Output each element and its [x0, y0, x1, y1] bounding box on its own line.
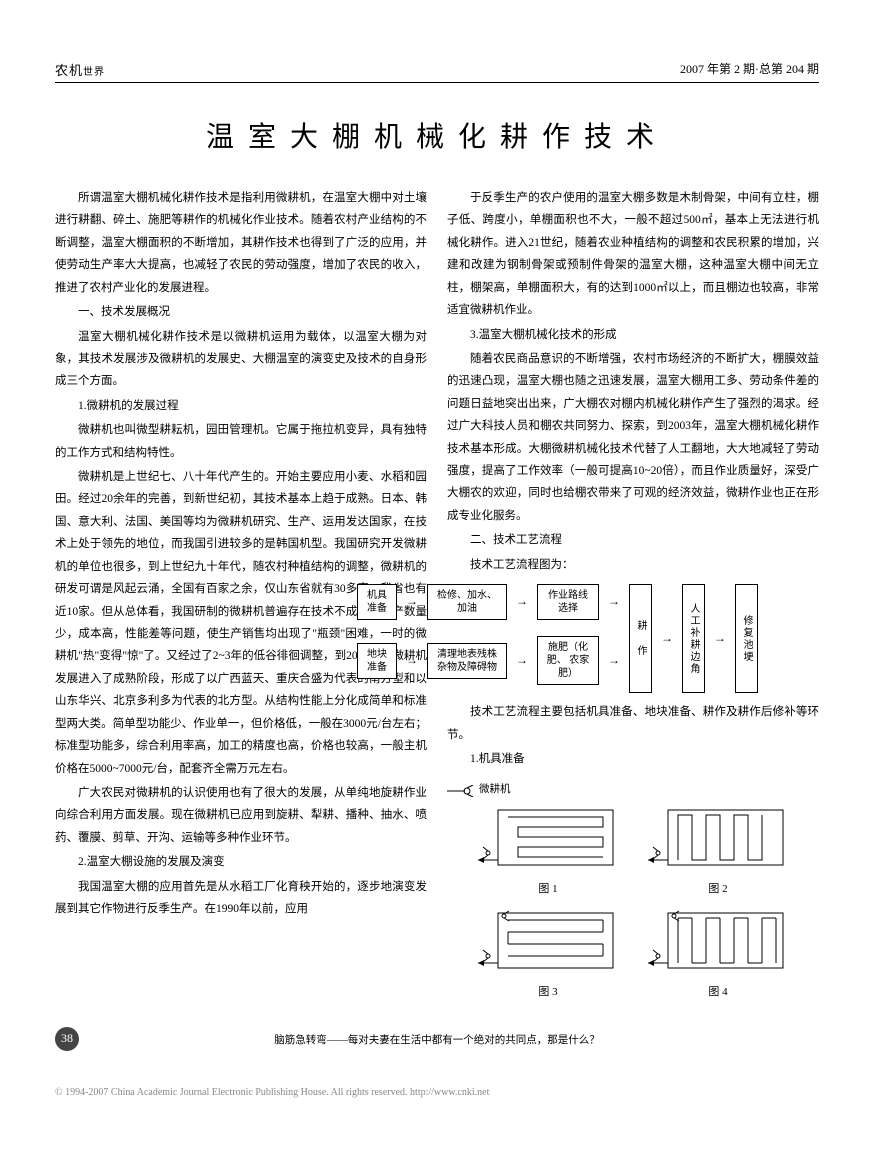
figure-4-caption: 图 4	[648, 982, 788, 1003]
para: 随着农民商品意识的不断增强，农村市场经济的不断扩大，棚膜效益的迅速凸现，温室大棚…	[447, 348, 819, 527]
figure-3: 图 3	[478, 908, 618, 1003]
tiller-label: 微耕机	[479, 780, 511, 800]
flow-box: 作业路线 选择	[537, 584, 599, 620]
right-column: 于反季生产的农户使用的温室大棚多数是木制骨架，中间有立柱，棚子低、跨度小，单棚面…	[447, 187, 819, 1012]
figure-3-caption: 图 3	[478, 982, 618, 1003]
arrow-icon: →	[603, 590, 625, 613]
figure-1-svg	[478, 805, 618, 875]
para: 技术工艺流程图为：	[447, 554, 819, 576]
heading: 3.温室大棚机械化技术的形成	[447, 324, 819, 346]
page: 农机世界 2007 年第 2 期·总第 204 期 温室大棚机械化耕作技术 所谓…	[0, 0, 874, 1077]
copyright-line: © 1994-2007 China Academic Journal Elect…	[0, 1077, 874, 1118]
flow-box: 机具 准备	[357, 584, 397, 620]
figure-1: 图 1	[478, 805, 618, 900]
flow-box: 修复池埂	[735, 584, 758, 693]
figure-2: 图 2	[648, 805, 788, 900]
arrow-icon: →	[603, 649, 625, 672]
para: 温室大棚机械化耕作技术是以微耕机运用为载体，以温室大棚为对象，其技术发展涉及微耕…	[55, 326, 427, 393]
header-right: 2007 年第 2 期·总第 204 期	[680, 60, 819, 79]
arrow-icon: →	[709, 627, 731, 650]
header-left: 农机世界	[55, 60, 105, 79]
para: 微耕机也叫微型耕耘机，园田管理机。它属于拖拉机变异，具有独特的工作方式和结构特性…	[55, 419, 427, 464]
heading: 二、技术工艺流程	[447, 529, 819, 551]
arrow-icon: →	[401, 590, 423, 613]
heading: 一、技术发展概况	[55, 301, 427, 323]
figure-4-svg	[648, 908, 788, 978]
para: 于反季生产的农户使用的温室大棚多数是木制骨架，中间有立柱，棚子低、跨度小，单棚面…	[447, 187, 819, 322]
heading: 1.微耕机的发展过程	[55, 395, 427, 417]
para: 技术工艺流程主要包括机具准备、地块准备、耕作及耕作后修补等环节。	[447, 701, 819, 746]
flow-box: 清理地表残株 杂物及障碍物	[427, 643, 507, 679]
para: 广大农民对微耕机的认识使用也有了很大的发展，从单纯地旋耕作业向综合利用方面发展。…	[55, 782, 427, 849]
arrow-icon: →	[401, 649, 423, 672]
flow-box: 耕 作	[629, 584, 652, 693]
article-title: 温室大棚机械化耕作技术	[55, 115, 819, 155]
header-left-sub: 世界	[83, 67, 105, 78]
figure-3-svg	[478, 908, 618, 978]
figure-2-svg	[648, 805, 788, 875]
header: 农机世界 2007 年第 2 期·总第 204 期	[55, 60, 819, 83]
flow-box: 地块 准备	[357, 643, 397, 679]
figure-4: 图 4	[648, 908, 788, 1003]
figure-2-caption: 图 2	[648, 879, 788, 900]
flow-box: 人工补耕边角	[682, 584, 705, 693]
arrow-icon: →	[511, 649, 533, 672]
flow-box: 施肥（化肥、 农家肥）	[537, 636, 599, 685]
diagrams-block: 微耕机 图 1	[447, 780, 819, 1003]
heading: 1.机具准备	[447, 748, 819, 770]
arrow-icon: →	[511, 590, 533, 613]
arrow-icon: →	[656, 627, 678, 650]
para: 我国温室大棚的应用首先是从水稻工厂化育秧开始的，逐步地演变发展到其它作物进行反季…	[55, 876, 427, 921]
flowchart: 机具 准备 → 检修、加水、 加油 → 作业路线 选择 → 地块 准备 → 清理…	[447, 584, 819, 693]
body-columns: 所谓温室大棚机械化耕作技术是指利用微耕机，在温室大棚中对土壤进行耕翻、碎土、施肥…	[55, 187, 819, 1012]
tiller-icon	[447, 785, 475, 797]
heading: 2.温室大棚设施的发展及演变	[55, 851, 427, 873]
tiller-label-row: 微耕机	[447, 780, 819, 800]
footer-riddle: 脑筋急转弯——每对夫妻在生活中都有一个绝对的共同点，那是什么？	[55, 1032, 819, 1047]
flow-box: 检修、加水、 加油	[427, 584, 507, 620]
page-number: 38	[55, 1027, 79, 1051]
para: 所谓温室大棚机械化耕作技术是指利用微耕机，在温室大棚中对土壤进行耕翻、碎土、施肥…	[55, 187, 427, 299]
header-left-main: 农机	[55, 63, 83, 78]
figure-1-caption: 图 1	[478, 879, 618, 900]
